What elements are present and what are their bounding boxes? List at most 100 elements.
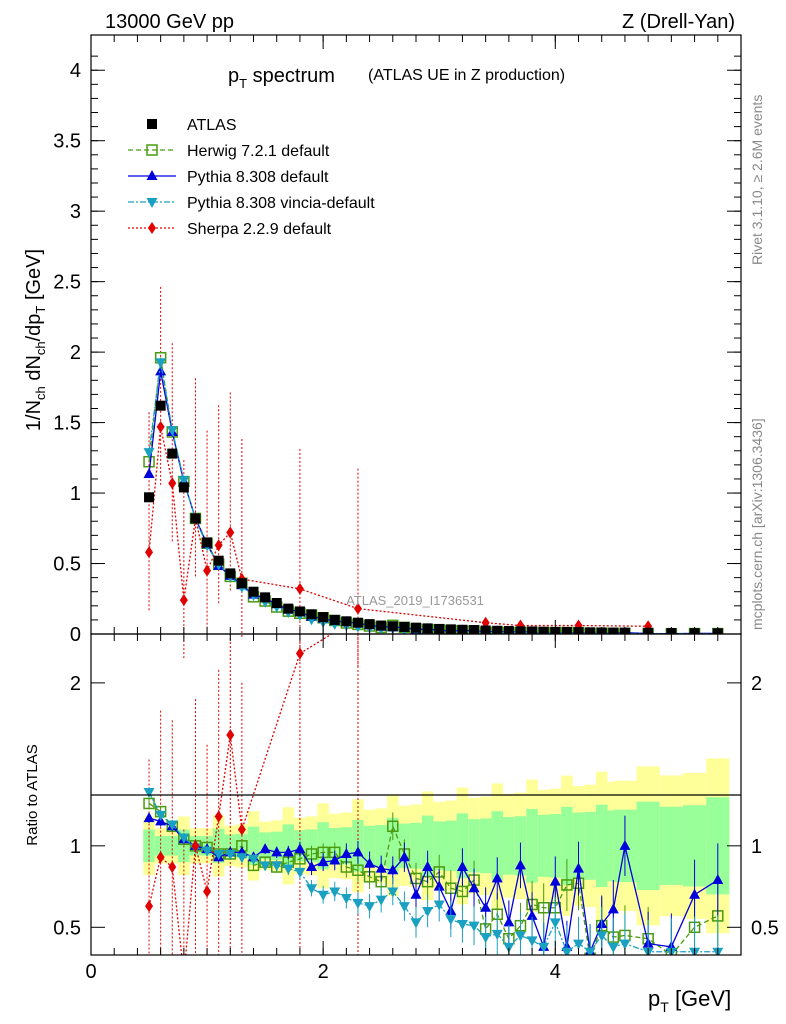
ratio-series-layer (143, 481, 724, 982)
ratio-point (178, 833, 190, 844)
data-point (213, 555, 224, 566)
ratio-point (317, 890, 329, 901)
ratio-point (491, 872, 503, 883)
process-label: Z (Drell-Yan) (622, 11, 735, 33)
ratio-point (317, 856, 329, 867)
ratio-point (340, 847, 352, 858)
data-point (515, 626, 526, 634)
main-point (155, 358, 167, 369)
data-point (144, 492, 155, 503)
ratio-point (271, 846, 283, 857)
ratio-point (619, 839, 631, 850)
ratio-point (237, 823, 246, 836)
ratio-point (352, 898, 364, 909)
ratio-point (712, 874, 724, 885)
band-inner (421, 815, 434, 877)
main-point (179, 594, 188, 607)
legend-marker (148, 222, 156, 234)
ratio-point (364, 857, 376, 868)
title-rest: spectrum (253, 65, 335, 87)
band-inner (224, 834, 237, 858)
main-point (156, 420, 165, 433)
band-inner (433, 821, 446, 871)
legend: ATLAS Herwig 7.2.1 default Pythia 8.308 de… (128, 117, 375, 238)
ratio-point (480, 933, 492, 944)
ratio-point (180, 970, 188, 982)
data-point (294, 606, 305, 617)
y-tick-label: 2 (70, 342, 81, 364)
ratio-point (214, 810, 223, 823)
band-inner (491, 811, 504, 881)
ratio-point (295, 647, 304, 660)
ratio-point (422, 907, 434, 918)
data-point (329, 614, 340, 625)
data-point (585, 627, 596, 634)
ratio-point (516, 481, 524, 493)
legend-marker (146, 198, 158, 208)
ratio-point (491, 929, 503, 940)
band-inner (595, 804, 608, 888)
band-inner (584, 811, 596, 880)
ratio-point (387, 864, 399, 875)
y-tick-label: 0 (70, 624, 81, 646)
y-tick-label: 1.5 (53, 413, 81, 435)
x-axis-label-rest: [GeV] (675, 986, 731, 1011)
main-point (203, 564, 212, 577)
ratio-point (689, 888, 701, 899)
ratio-point (387, 820, 399, 833)
y-tick-label: 2.5 (53, 272, 81, 294)
ratio-point (364, 902, 376, 913)
plot-subtitle: (ATLAS UE in Z production) (368, 67, 565, 84)
ratio-point (236, 853, 248, 864)
ratio-point (607, 903, 619, 914)
ratio-point (514, 931, 526, 942)
legend-marker (147, 119, 157, 129)
main-point (143, 468, 155, 479)
ratio-tick-label-right: 2 (751, 673, 762, 695)
band-inner (386, 817, 399, 874)
ratio-point (398, 851, 410, 862)
band-inner (247, 826, 260, 866)
legend-label: Herwig 7.2.1 default (187, 143, 330, 160)
ratio-point (329, 887, 341, 898)
ratio-point (352, 864, 364, 877)
main-point (166, 426, 178, 437)
ratio-point (456, 920, 468, 931)
ratio-point (259, 843, 271, 854)
ratio-point (213, 849, 225, 860)
main-point (295, 582, 304, 595)
data-point (306, 609, 317, 620)
data-point (202, 537, 213, 548)
ratio-point (482, 481, 490, 493)
y-tick-label: 3 (70, 201, 81, 223)
title-main: p (228, 65, 239, 87)
ratio-point (549, 918, 561, 929)
main-point (226, 526, 235, 539)
ratio-point (226, 729, 235, 742)
data-point (260, 592, 271, 603)
legend-marker (146, 170, 158, 180)
ratio-point (561, 879, 573, 891)
ratio-point (503, 916, 515, 927)
data-point (225, 568, 236, 579)
ratio-point (155, 810, 167, 821)
ratio-point (433, 900, 445, 911)
ratio-point (433, 880, 445, 891)
ratio-point (410, 888, 422, 899)
legend-marker (146, 144, 158, 156)
data-point (422, 623, 433, 634)
main-line-2 (148, 362, 718, 634)
ratio-point (422, 861, 434, 872)
band-inner (363, 825, 376, 866)
main-point (214, 539, 223, 552)
x-axis-label-sub: T (660, 999, 669, 1015)
ratio-point (410, 918, 422, 929)
x-tick-label: 2 (318, 961, 329, 983)
band-inner (143, 829, 155, 863)
ratio-point (145, 900, 154, 913)
band-inner (561, 806, 573, 885)
rivet-label: Rivet 3.1.10, ≥ 2.6M events (749, 95, 765, 265)
ratio-point (259, 861, 271, 872)
ratio-point (203, 885, 212, 898)
